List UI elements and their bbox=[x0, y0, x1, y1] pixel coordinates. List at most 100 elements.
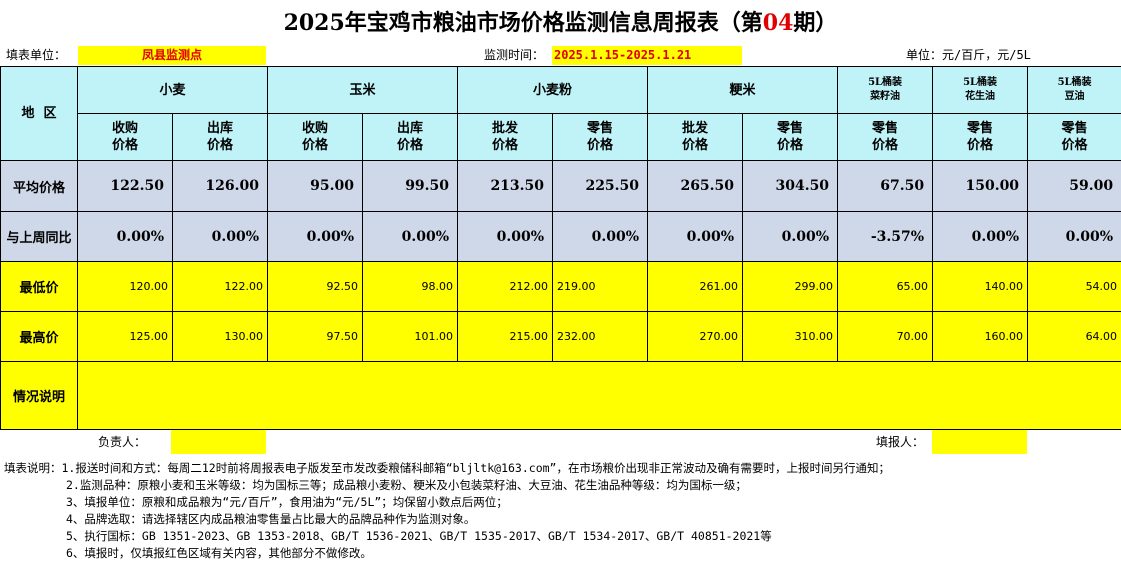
max-input[interactable]: 270.00 bbox=[647, 311, 744, 362]
oil-line1: 5L桶装 bbox=[868, 77, 903, 88]
yoy-cell: 0.00% bbox=[267, 211, 364, 262]
group-header-soybean-oil: 5L桶装豆油 bbox=[1027, 66, 1121, 114]
avg-cell: 67.50 bbox=[837, 160, 934, 212]
title-suffix: 期） bbox=[793, 10, 838, 36]
group-header-rice: 粳米 bbox=[647, 66, 839, 114]
max-input[interactable]: 130.00 bbox=[171, 311, 269, 362]
min-input[interactable]: 212.00 bbox=[457, 261, 554, 312]
instruction-line: 6、填报时，仅填报红色区域有关内容，其他部分不做修改。 bbox=[66, 546, 372, 560]
avg-cell: 304.50 bbox=[742, 160, 839, 212]
min-input[interactable]: 299.00 bbox=[742, 261, 839, 312]
yoy-cell: 0.00% bbox=[552, 211, 649, 262]
yoy-cell: 0.00% bbox=[647, 211, 744, 262]
min-input[interactable]: 261.00 bbox=[647, 261, 744, 312]
max-input[interactable]: 97.50 bbox=[267, 311, 364, 362]
avg-cell: 150.00 bbox=[932, 160, 1029, 212]
avg-cell: 99.50 bbox=[362, 160, 459, 212]
max-input[interactable]: 215.00 bbox=[457, 311, 554, 362]
period-label: 监测时间： bbox=[484, 48, 545, 62]
sub-line2: 价格 bbox=[111, 138, 138, 153]
sub-line1: 零售 bbox=[587, 121, 614, 136]
instruction-line: 填表说明：1.报送时间和方式：每周二12时前将周报表电子版发至市发改委粮储科邮箱… bbox=[4, 461, 890, 475]
sub-header: 收购 价格 bbox=[77, 113, 173, 161]
sub-line1: 收购 bbox=[111, 121, 138, 136]
sub-line1: 零售 bbox=[1061, 121, 1088, 136]
min-input[interactable]: 140.00 bbox=[932, 261, 1029, 312]
sub-header: 零售 价格 bbox=[1027, 113, 1121, 161]
yoy-cell: 0.00% bbox=[932, 211, 1029, 262]
owner-label: 负责人： bbox=[98, 435, 147, 449]
oil-line1: 5L桶装 bbox=[963, 77, 998, 88]
min-input[interactable]: 98.00 bbox=[362, 261, 459, 312]
table-row-avg: 平均价格 122.50 126.00 95.00 99.50 213.50 22… bbox=[0, 160, 1121, 212]
row-label: 最低价 bbox=[0, 261, 78, 312]
max-input[interactable]: 125.00 bbox=[77, 311, 173, 362]
unit-label: 填表单位： bbox=[6, 48, 67, 62]
avg-cell: 126.00 bbox=[171, 160, 269, 212]
group-header-wheat: 小麦 bbox=[76, 66, 269, 114]
max-input[interactable]: 310.00 bbox=[742, 311, 839, 362]
max-input[interactable]: 160.00 bbox=[932, 311, 1029, 362]
meta-row: 填表单位： 凤县监测点 监测时间： 2025.1.15-2025.1.21 单位… bbox=[0, 46, 1121, 66]
filler-input[interactable] bbox=[932, 430, 1027, 454]
min-input[interactable]: 92.50 bbox=[267, 261, 364, 312]
min-input[interactable]: 122.00 bbox=[171, 261, 269, 312]
sub-header: 出库 价格 bbox=[362, 113, 459, 161]
signature-row: 负责人： 填报人： bbox=[0, 430, 1121, 454]
min-input[interactable]: 54.00 bbox=[1027, 261, 1121, 312]
yoy-cell: 0.00% bbox=[742, 211, 839, 262]
instructions: 填表说明：1.报送时间和方式：每周二12时前将周报表电子版发至市发改委粮储科邮箱… bbox=[4, 460, 1121, 562]
filler-label: 填报人： bbox=[876, 435, 925, 449]
sub-line1: 出库 bbox=[207, 121, 234, 136]
yoy-cell: -3.57% bbox=[837, 211, 934, 262]
notes-input[interactable] bbox=[76, 361, 1121, 430]
group-header-corn: 玉米 bbox=[267, 66, 459, 114]
sub-line2: 价格 bbox=[777, 138, 804, 153]
sub-line2: 价格 bbox=[682, 138, 709, 153]
row-label: 最高价 bbox=[0, 311, 78, 362]
unit-value-field[interactable]: 凤县监测点 bbox=[78, 46, 266, 65]
oil-line1: 5L桶装 bbox=[1057, 77, 1092, 88]
issue-number[interactable]: 04 bbox=[762, 10, 794, 36]
table-row-max: 最高价 125.00 130.00 97.50 101.00 215.00 23… bbox=[0, 311, 1121, 362]
max-input[interactable]: 64.00 bbox=[1027, 311, 1121, 362]
instruction-line: 2.监测品种：原粮小麦和玉米等级：均为国标三等；成品粮小麦粉、粳米及小包装菜籽油… bbox=[66, 478, 747, 492]
header-row-1: 地 区 小麦 玉米 小麦粉 粳米 5L桶装 菜籽油 5L桶装 花生油 5L桶装 豆油 bbox=[0, 66, 1121, 161]
measure-unit: 单位：元/百斤，元/5L bbox=[906, 48, 1031, 62]
sub-header: 零售 价格 bbox=[837, 113, 934, 161]
yoy-cell: 0.00% bbox=[1027, 211, 1121, 262]
sub-line1: 批发 bbox=[682, 121, 709, 136]
sub-line2: 价格 bbox=[1061, 138, 1088, 153]
sub-header: 出库 价格 bbox=[171, 113, 269, 161]
owner-input[interactable] bbox=[171, 430, 266, 454]
period-value-field[interactable]: 2025.1.15-2025.1.21 bbox=[552, 46, 742, 65]
sub-line2: 价格 bbox=[207, 138, 234, 153]
min-input[interactable]: 65.00 bbox=[837, 261, 934, 312]
sub-line1: 出库 bbox=[397, 121, 424, 136]
max-input[interactable]: 70.00 bbox=[837, 311, 934, 362]
oil-line2: 豆油 bbox=[1064, 91, 1085, 102]
yoy-cell: 0.00% bbox=[362, 211, 459, 262]
max-input[interactable]: 101.00 bbox=[362, 311, 459, 362]
row-label: 平均价格 bbox=[0, 160, 78, 212]
avg-cell: 59.00 bbox=[1027, 160, 1121, 212]
avg-cell: 95.00 bbox=[267, 160, 364, 212]
min-input[interactable]: 219.00 bbox=[552, 261, 649, 312]
sub-line2: 价格 bbox=[872, 138, 899, 153]
max-input[interactable]: 232.00 bbox=[552, 311, 649, 362]
yoy-cell: 0.00% bbox=[171, 211, 269, 262]
sub-header: 零售 价格 bbox=[742, 113, 839, 161]
sub-line2: 价格 bbox=[302, 138, 329, 153]
sub-line1: 批发 bbox=[492, 121, 519, 136]
title-prefix: 2025年宝鸡市粮油市场价格监测信息周报表（第 bbox=[283, 10, 763, 36]
table-row-yoy: 与上周同比 0.00% 0.00% 0.00% 0.00% 0.00% 0.00… bbox=[0, 211, 1121, 262]
instruction-line: 3、填报单位：原粮和成品粮为“元/百斤”，食用油为“元/5L”；均保留小数点后两… bbox=[66, 495, 508, 509]
avg-cell: 213.50 bbox=[457, 160, 554, 212]
sub-line2: 价格 bbox=[397, 138, 424, 153]
min-input[interactable]: 120.00 bbox=[77, 261, 173, 312]
instruction-line: 5、执行国标：GB 1351-2023、GB 1353-2018、GB/T 15… bbox=[66, 529, 772, 543]
sub-header: 零售 价格 bbox=[932, 113, 1029, 161]
group-header-rapeseed-oil: 5L桶装 菜籽油 bbox=[837, 66, 934, 114]
sub-line1: 零售 bbox=[777, 121, 804, 136]
group-header-flour: 小麦粉 bbox=[457, 66, 649, 114]
